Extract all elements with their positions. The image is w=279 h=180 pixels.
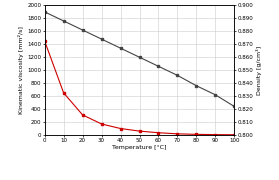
density [g/cm³]	[214, 94, 217, 96]
kinematic viscosity [mm²/s]	[138, 130, 141, 132]
Y-axis label: Kinematic viscosity [mm²/s]: Kinematic viscosity [mm²/s]	[18, 26, 24, 114]
kinematic viscosity [mm²/s]	[176, 133, 179, 135]
density [g/cm³]	[119, 47, 122, 49]
Y-axis label: Density [g/cm³]: Density [g/cm³]	[256, 46, 262, 95]
density [g/cm³]	[100, 38, 103, 40]
X-axis label: Temperature [°C]: Temperature [°C]	[112, 145, 167, 150]
density [g/cm³]	[157, 65, 160, 67]
kinematic viscosity [mm²/s]	[100, 123, 103, 125]
kinematic viscosity [mm²/s]	[119, 127, 122, 130]
kinematic viscosity [mm²/s]	[81, 114, 84, 116]
density [g/cm³]	[138, 56, 141, 58]
density [g/cm³]	[233, 105, 236, 108]
kinematic viscosity [mm²/s]	[157, 132, 160, 134]
density [g/cm³]	[176, 74, 179, 76]
kinematic viscosity [mm²/s]	[233, 134, 236, 136]
kinematic viscosity [mm²/s]	[195, 133, 198, 135]
density [g/cm³]	[81, 29, 84, 31]
kinematic viscosity [mm²/s]	[43, 40, 46, 42]
Line: density [g/cm³]: density [g/cm³]	[43, 10, 236, 108]
density [g/cm³]	[195, 85, 198, 87]
kinematic viscosity [mm²/s]	[62, 92, 65, 94]
Line: kinematic viscosity [mm²/s]: kinematic viscosity [mm²/s]	[43, 40, 236, 136]
density [g/cm³]	[43, 11, 46, 13]
kinematic viscosity [mm²/s]	[214, 134, 217, 136]
density [g/cm³]	[62, 20, 65, 22]
